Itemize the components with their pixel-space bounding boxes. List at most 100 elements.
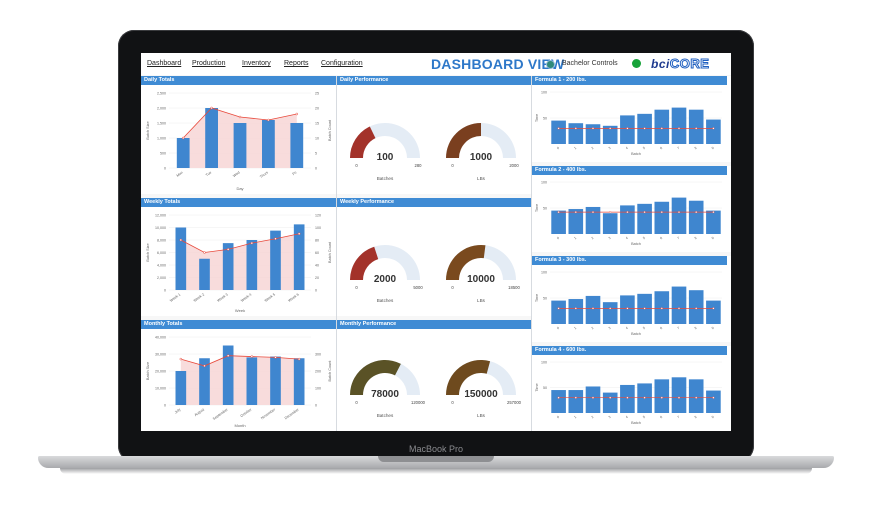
y-tick-label: 6,000 xyxy=(157,251,166,255)
target-point xyxy=(626,211,629,214)
x-tick-label: 8 xyxy=(694,415,698,419)
daily-performance-panel: Daily Performance 100 0 280 Batches 1000 0 200… xyxy=(337,76,531,194)
gauge-value: 150000 xyxy=(464,389,498,400)
x-tick-label: Mon xyxy=(176,171,184,178)
x-tick-label: 1 xyxy=(573,326,577,330)
target-point xyxy=(609,211,612,214)
daily-totals-panel: Daily Totals 0 500 1,000 1,500 2,000 2,500 0 5 1… xyxy=(141,76,336,194)
gauge-min: 0 xyxy=(451,285,454,290)
bar xyxy=(688,109,704,144)
line-point xyxy=(226,354,230,357)
x-axis-label: Week xyxy=(235,308,245,313)
target-point xyxy=(557,211,560,214)
bar xyxy=(706,210,721,234)
target-point xyxy=(660,396,663,399)
x-tick-label: October xyxy=(240,407,253,418)
y2-tick-label: 5 xyxy=(315,152,317,156)
y-tick-label: 100 xyxy=(541,271,547,275)
target-point xyxy=(660,307,663,310)
bar xyxy=(602,392,618,413)
x-tick-label: Week 1 xyxy=(169,293,181,303)
line-point xyxy=(267,118,270,122)
nav-inventory[interactable]: Inventory xyxy=(242,60,271,67)
y-tick-label: 10,000 xyxy=(155,387,166,391)
panel-title: Monthly Totals xyxy=(141,320,336,329)
bar xyxy=(551,390,566,413)
x-tick-label: 6 xyxy=(659,326,663,330)
x-tick-label: 5 xyxy=(642,326,646,330)
y-tick-label: 100 xyxy=(541,91,547,95)
gauge-max: 2000 xyxy=(509,163,519,168)
nav-reports[interactable]: Reports xyxy=(284,60,309,67)
bar xyxy=(688,379,704,413)
target-point xyxy=(574,127,577,130)
x-tick-label: September xyxy=(212,407,229,421)
x-axis-label: Month xyxy=(234,423,245,428)
x-tick-label: 7 xyxy=(677,326,681,330)
target-point xyxy=(591,211,595,214)
bar xyxy=(293,358,305,405)
target-point xyxy=(626,307,629,310)
x-tick-label: 1 xyxy=(573,236,577,240)
gauge-label: LBs xyxy=(477,298,486,303)
target-point xyxy=(574,307,577,310)
x-tick-label: 2 xyxy=(591,415,595,419)
x-tick-label: 0 xyxy=(556,326,560,330)
area-fill xyxy=(180,355,300,405)
laptop-notch xyxy=(378,456,494,462)
x-tick-label: 8 xyxy=(694,326,698,330)
nav-production[interactable]: Production xyxy=(192,60,226,67)
x-tick-label: November xyxy=(260,407,277,420)
formula-2-panel: Formula 2 - 400 lbs. 100 50 0 1 2 3 4 5 6 7 8 9 Batc… xyxy=(532,166,731,252)
x-tick-label: 5 xyxy=(642,236,646,240)
y2-tick-label: 100 xyxy=(315,226,321,230)
bar xyxy=(585,124,601,144)
x-tick-label: 4 xyxy=(625,146,629,150)
y-tick-label: 10,000 xyxy=(155,226,166,230)
bar xyxy=(585,206,601,234)
bar xyxy=(246,357,258,405)
bar xyxy=(654,379,670,413)
x-axis-label: Batch xyxy=(631,332,641,336)
divider xyxy=(336,76,337,431)
x-tick-label: 3 xyxy=(608,146,612,150)
target-point xyxy=(574,211,577,214)
target-point xyxy=(643,396,646,399)
screen: Dashboard Production Inventory Reports C… xyxy=(141,53,731,431)
target-point xyxy=(591,127,595,130)
monthly-totals-panel: Monthly Totals 0 10,000 20,000 30,000 40,000… xyxy=(141,320,336,431)
y2-axis-label: Batch Count xyxy=(328,241,332,263)
x-tick-label: 6 xyxy=(659,236,663,240)
x-tick-label: 0 xyxy=(556,146,560,150)
y2-tick-label: 15 xyxy=(315,122,319,126)
formula-2-chart: 100 50 0 1 2 3 4 5 6 7 8 9 Batch Time xyxy=(535,181,722,246)
x-tick-label: December xyxy=(284,407,301,420)
x-tick-label: 2 xyxy=(591,236,595,240)
device-label: MacBook Pro xyxy=(408,444,464,454)
x-tick-label: Fri xyxy=(292,170,298,176)
y-tick-label: 50 xyxy=(543,117,547,121)
y-tick-label: 8,000 xyxy=(157,239,166,243)
target-point xyxy=(609,396,612,399)
formula-4-panel: Formula 4 - 600 lbs. 100 50 0 1 2 3 4 5 6 7 8 9 Batc… xyxy=(532,346,731,431)
x-tick-label: 4 xyxy=(625,415,629,419)
target-point xyxy=(609,127,612,130)
laptop-base xyxy=(38,456,834,468)
nav-configuration[interactable]: Configuration xyxy=(321,60,363,67)
bar xyxy=(293,224,305,290)
monthly-totals-chart: 0 10,000 20,000 30,000 40,000 0 100 200 300 July A… xyxy=(146,336,332,429)
line-point xyxy=(179,357,183,361)
x-tick-label: 1 xyxy=(573,146,577,150)
gauge-fill xyxy=(446,244,486,280)
x-tick-label: 3 xyxy=(608,236,612,240)
nav-dashboard[interactable]: Dashboard xyxy=(147,60,182,67)
x-tick-label: Tue xyxy=(205,171,212,178)
bar xyxy=(654,109,670,144)
monthly-performance-gauges: 78000 0 120000 Batches 150000 0 257000 LBs xyxy=(350,360,522,418)
y-axis-label: Time xyxy=(535,294,539,302)
bar xyxy=(176,138,190,168)
x-tick-label: 4 xyxy=(625,326,629,330)
x-tick-label: 9 xyxy=(711,236,715,240)
target-point xyxy=(695,211,698,214)
